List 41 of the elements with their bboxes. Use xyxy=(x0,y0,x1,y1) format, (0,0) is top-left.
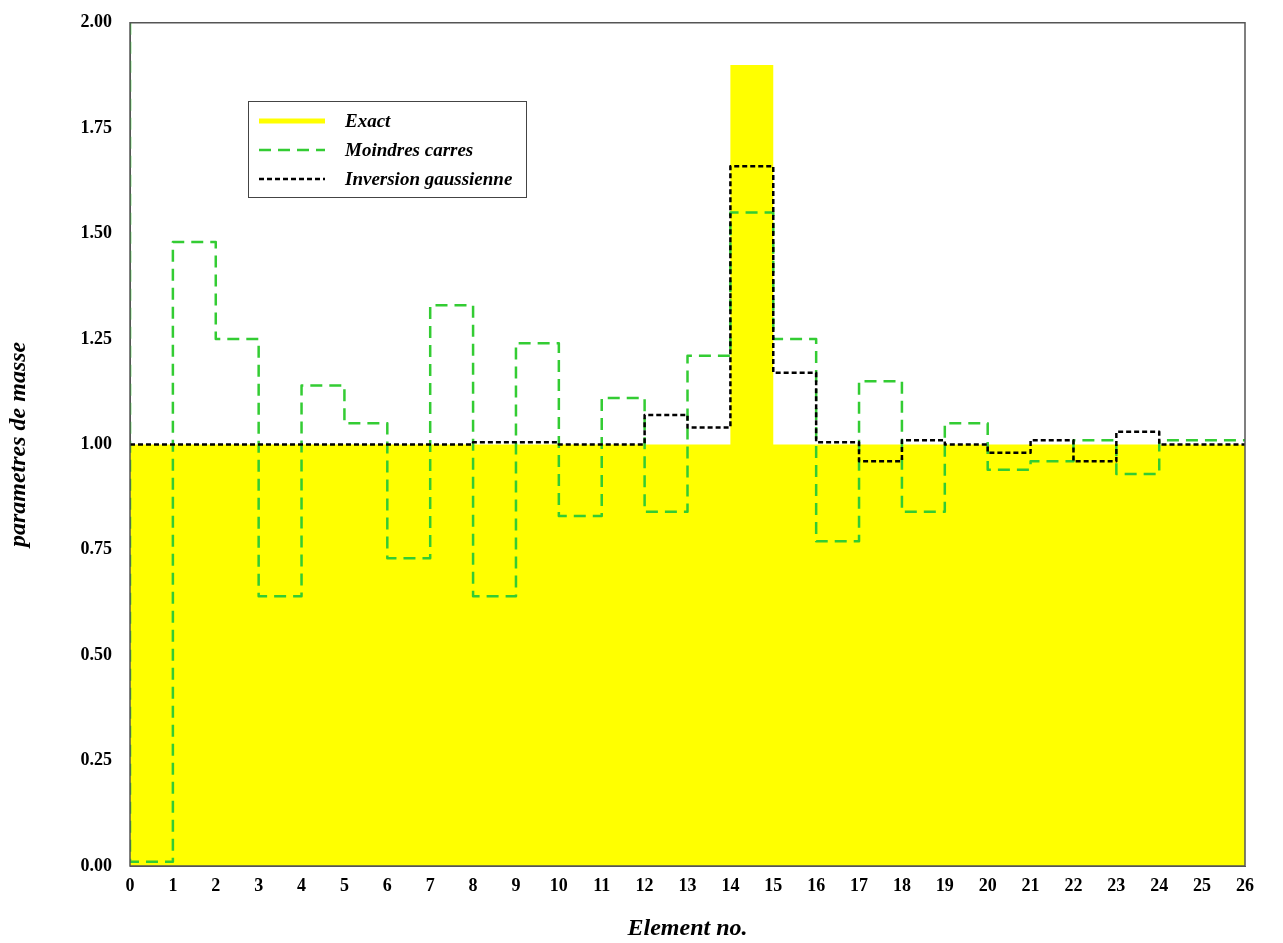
x-tick-label: 9 xyxy=(511,875,521,896)
x-tick-label: 10 xyxy=(549,875,568,896)
x-tick-label: 14 xyxy=(721,875,740,896)
x-tick-label: 24 xyxy=(1150,875,1169,896)
y-tick-label: 0.75 xyxy=(80,538,112,559)
x-tick-label: 6 xyxy=(382,875,392,896)
x-tick-label: 4 xyxy=(297,875,307,896)
x-tick-label: 25 xyxy=(1193,875,1212,896)
x-tick-label: 18 xyxy=(892,875,911,896)
y-tick-label: 0.25 xyxy=(80,749,112,770)
x-tick-label: 7 xyxy=(425,875,435,896)
y-tick-label: 0.50 xyxy=(80,643,112,664)
x-tick-label: 11 xyxy=(593,875,611,896)
x-tick-label: 15 xyxy=(764,875,783,896)
legend-label: Moindres carres xyxy=(345,138,474,161)
x-tick-label: 17 xyxy=(850,875,869,896)
y-axis-title: parametres de masse xyxy=(3,341,30,550)
y-tick-label: 1.75 xyxy=(80,116,112,137)
legend-label: Inversion gaussienne xyxy=(345,167,513,190)
x-tick-label: 5 xyxy=(339,875,349,896)
x-tick-label: 16 xyxy=(807,875,826,896)
x-tick-label: 20 xyxy=(978,875,997,896)
x-tick-label: 2 xyxy=(211,875,221,896)
legend-label: Exact xyxy=(345,109,391,132)
y-tick-label: 1.00 xyxy=(80,433,112,454)
x-tick-label: 12 xyxy=(635,875,654,896)
y-tick-label: 2.00 xyxy=(80,11,112,32)
x-tick-label: 1 xyxy=(168,875,178,896)
x-tick-label: 8 xyxy=(468,875,478,896)
x-axis-title: Element no. xyxy=(626,913,748,940)
x-tick-label: 13 xyxy=(678,875,697,896)
x-tick-label: 3 xyxy=(254,875,264,896)
x-tick-label: 0 xyxy=(125,875,135,896)
y-tick-label: 1.25 xyxy=(80,327,112,348)
x-tick-label: 19 xyxy=(935,875,954,896)
x-tick-label: 21 xyxy=(1021,875,1040,896)
y-tick-label: 0.00 xyxy=(80,854,112,875)
x-tick-label: 23 xyxy=(1107,875,1126,896)
x-tick-label: 26 xyxy=(1236,875,1254,896)
x-tick-label: 22 xyxy=(1064,875,1083,896)
y-tick-label: 1.50 xyxy=(80,222,112,243)
